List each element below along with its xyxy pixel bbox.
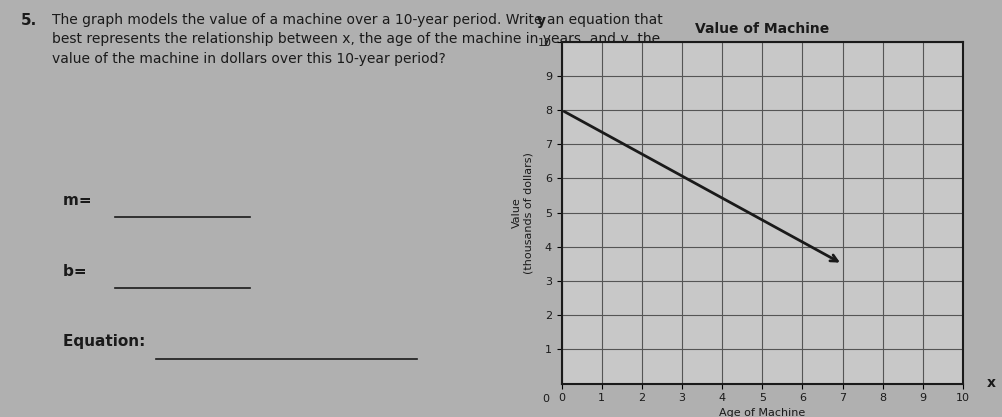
Y-axis label: Value
(thousands of dollars): Value (thousands of dollars) — [512, 152, 533, 274]
Text: The graph models the value of a machine over a 10-year period. Write an equation: The graph models the value of a machine … — [52, 13, 662, 65]
Text: 5.: 5. — [21, 13, 37, 28]
Text: y: y — [537, 14, 545, 28]
X-axis label: Age of Machine
(years): Age of Machine (years) — [718, 407, 805, 417]
Text: b=: b= — [62, 264, 91, 279]
Title: Value of Machine: Value of Machine — [694, 23, 829, 36]
Text: m=: m= — [62, 193, 96, 208]
Text: x: x — [986, 377, 995, 390]
Text: Equation:: Equation: — [62, 334, 150, 349]
Text: 0: 0 — [542, 394, 549, 404]
